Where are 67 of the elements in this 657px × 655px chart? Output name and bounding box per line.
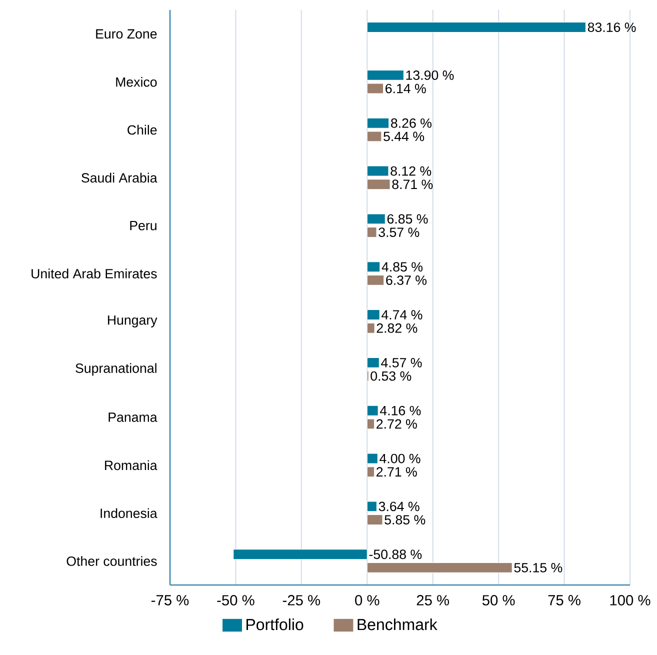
- bar: [366, 166, 389, 176]
- y-tick-label: Chile: [128, 124, 157, 135]
- y-tick-label: Panama: [108, 412, 158, 422]
- x-tick-label: 25 %: [416, 595, 450, 606]
- data-label: 8.12 %: [390, 166, 432, 176]
- legend-label: Portfolio: [246, 618, 304, 630]
- data-label: 4.74 %: [382, 310, 422, 320]
- y-tick-label: Supranational: [76, 363, 156, 376]
- bar: [366, 214, 386, 224]
- data-label: 6.85 %: [387, 214, 428, 224]
- y-tick-label: Peru: [130, 220, 156, 230]
- y-tick-label: United Arab Emirates: [32, 268, 157, 278]
- bar: [366, 22, 586, 33]
- y-tick-label: Mexico: [116, 76, 157, 87]
- data-label: 13.90 %: [406, 70, 454, 80]
- data-label: 8.71 %: [392, 180, 433, 190]
- bar: [366, 501, 377, 512]
- bar: [366, 118, 390, 128]
- bar: [366, 262, 380, 272]
- data-label: 5.44 %: [384, 132, 424, 142]
- data-label: 5.85 %: [384, 515, 426, 524]
- data-label: 2.82 %: [376, 323, 418, 333]
- data-label: 8.26 %: [391, 118, 432, 128]
- x-tick-label: -75 %: [151, 595, 189, 606]
- bar: [366, 310, 380, 320]
- bar: [366, 83, 384, 94]
- data-label: 3.57 %: [378, 228, 420, 237]
- bar: [366, 514, 383, 526]
- data-label: 6.14 %: [386, 84, 426, 94]
- data-label: 4.16 %: [380, 406, 421, 416]
- data-label: 4.85 %: [382, 262, 423, 272]
- data-label: 4.00 %: [380, 454, 420, 464]
- y-tick-label: Saudi Arabia: [82, 172, 158, 183]
- x-tick-label: 75 %: [548, 595, 580, 606]
- bar: [366, 453, 378, 464]
- y-tick-label: Euro Zone: [96, 29, 157, 39]
- data-label: -50.88 %: [369, 550, 422, 560]
- y-tick-label: Hungary: [108, 315, 158, 328]
- data-label: 83.16 %: [588, 22, 636, 32]
- bar: [233, 549, 368, 560]
- bar: [366, 131, 382, 142]
- bar: [366, 357, 380, 368]
- data-label: 55.15 %: [514, 563, 562, 572]
- data-label: 4.57 %: [381, 358, 422, 368]
- x-tick-label: -50 %: [217, 595, 254, 606]
- bar: [366, 405, 378, 416]
- x-tick-label: -25 %: [282, 595, 320, 606]
- bar: [366, 466, 375, 478]
- data-label: 6.37 %: [386, 275, 427, 285]
- x-tick-label: 50 %: [482, 595, 515, 606]
- bar: [366, 562, 512, 573]
- data-label: 3.64 %: [378, 502, 420, 512]
- y-tick-label: Other countries: [66, 556, 157, 566]
- bar: [366, 322, 375, 334]
- bar: [366, 179, 390, 190]
- bar: [366, 70, 404, 80]
- data-label: 2.72 %: [376, 419, 417, 429]
- data-label: 2.71 %: [376, 467, 417, 477]
- x-tick-label: 0 %: [355, 595, 380, 606]
- bar: [366, 418, 375, 430]
- data-label: 0.53 %: [370, 371, 412, 381]
- bar: [366, 274, 384, 286]
- y-tick-label: Indonesia: [100, 508, 158, 518]
- legend-label: Benchmark: [358, 618, 438, 630]
- y-tick-label: Romania: [105, 460, 158, 470]
- bar: [366, 227, 377, 238]
- x-tick-label: 100 %: [610, 595, 650, 606]
